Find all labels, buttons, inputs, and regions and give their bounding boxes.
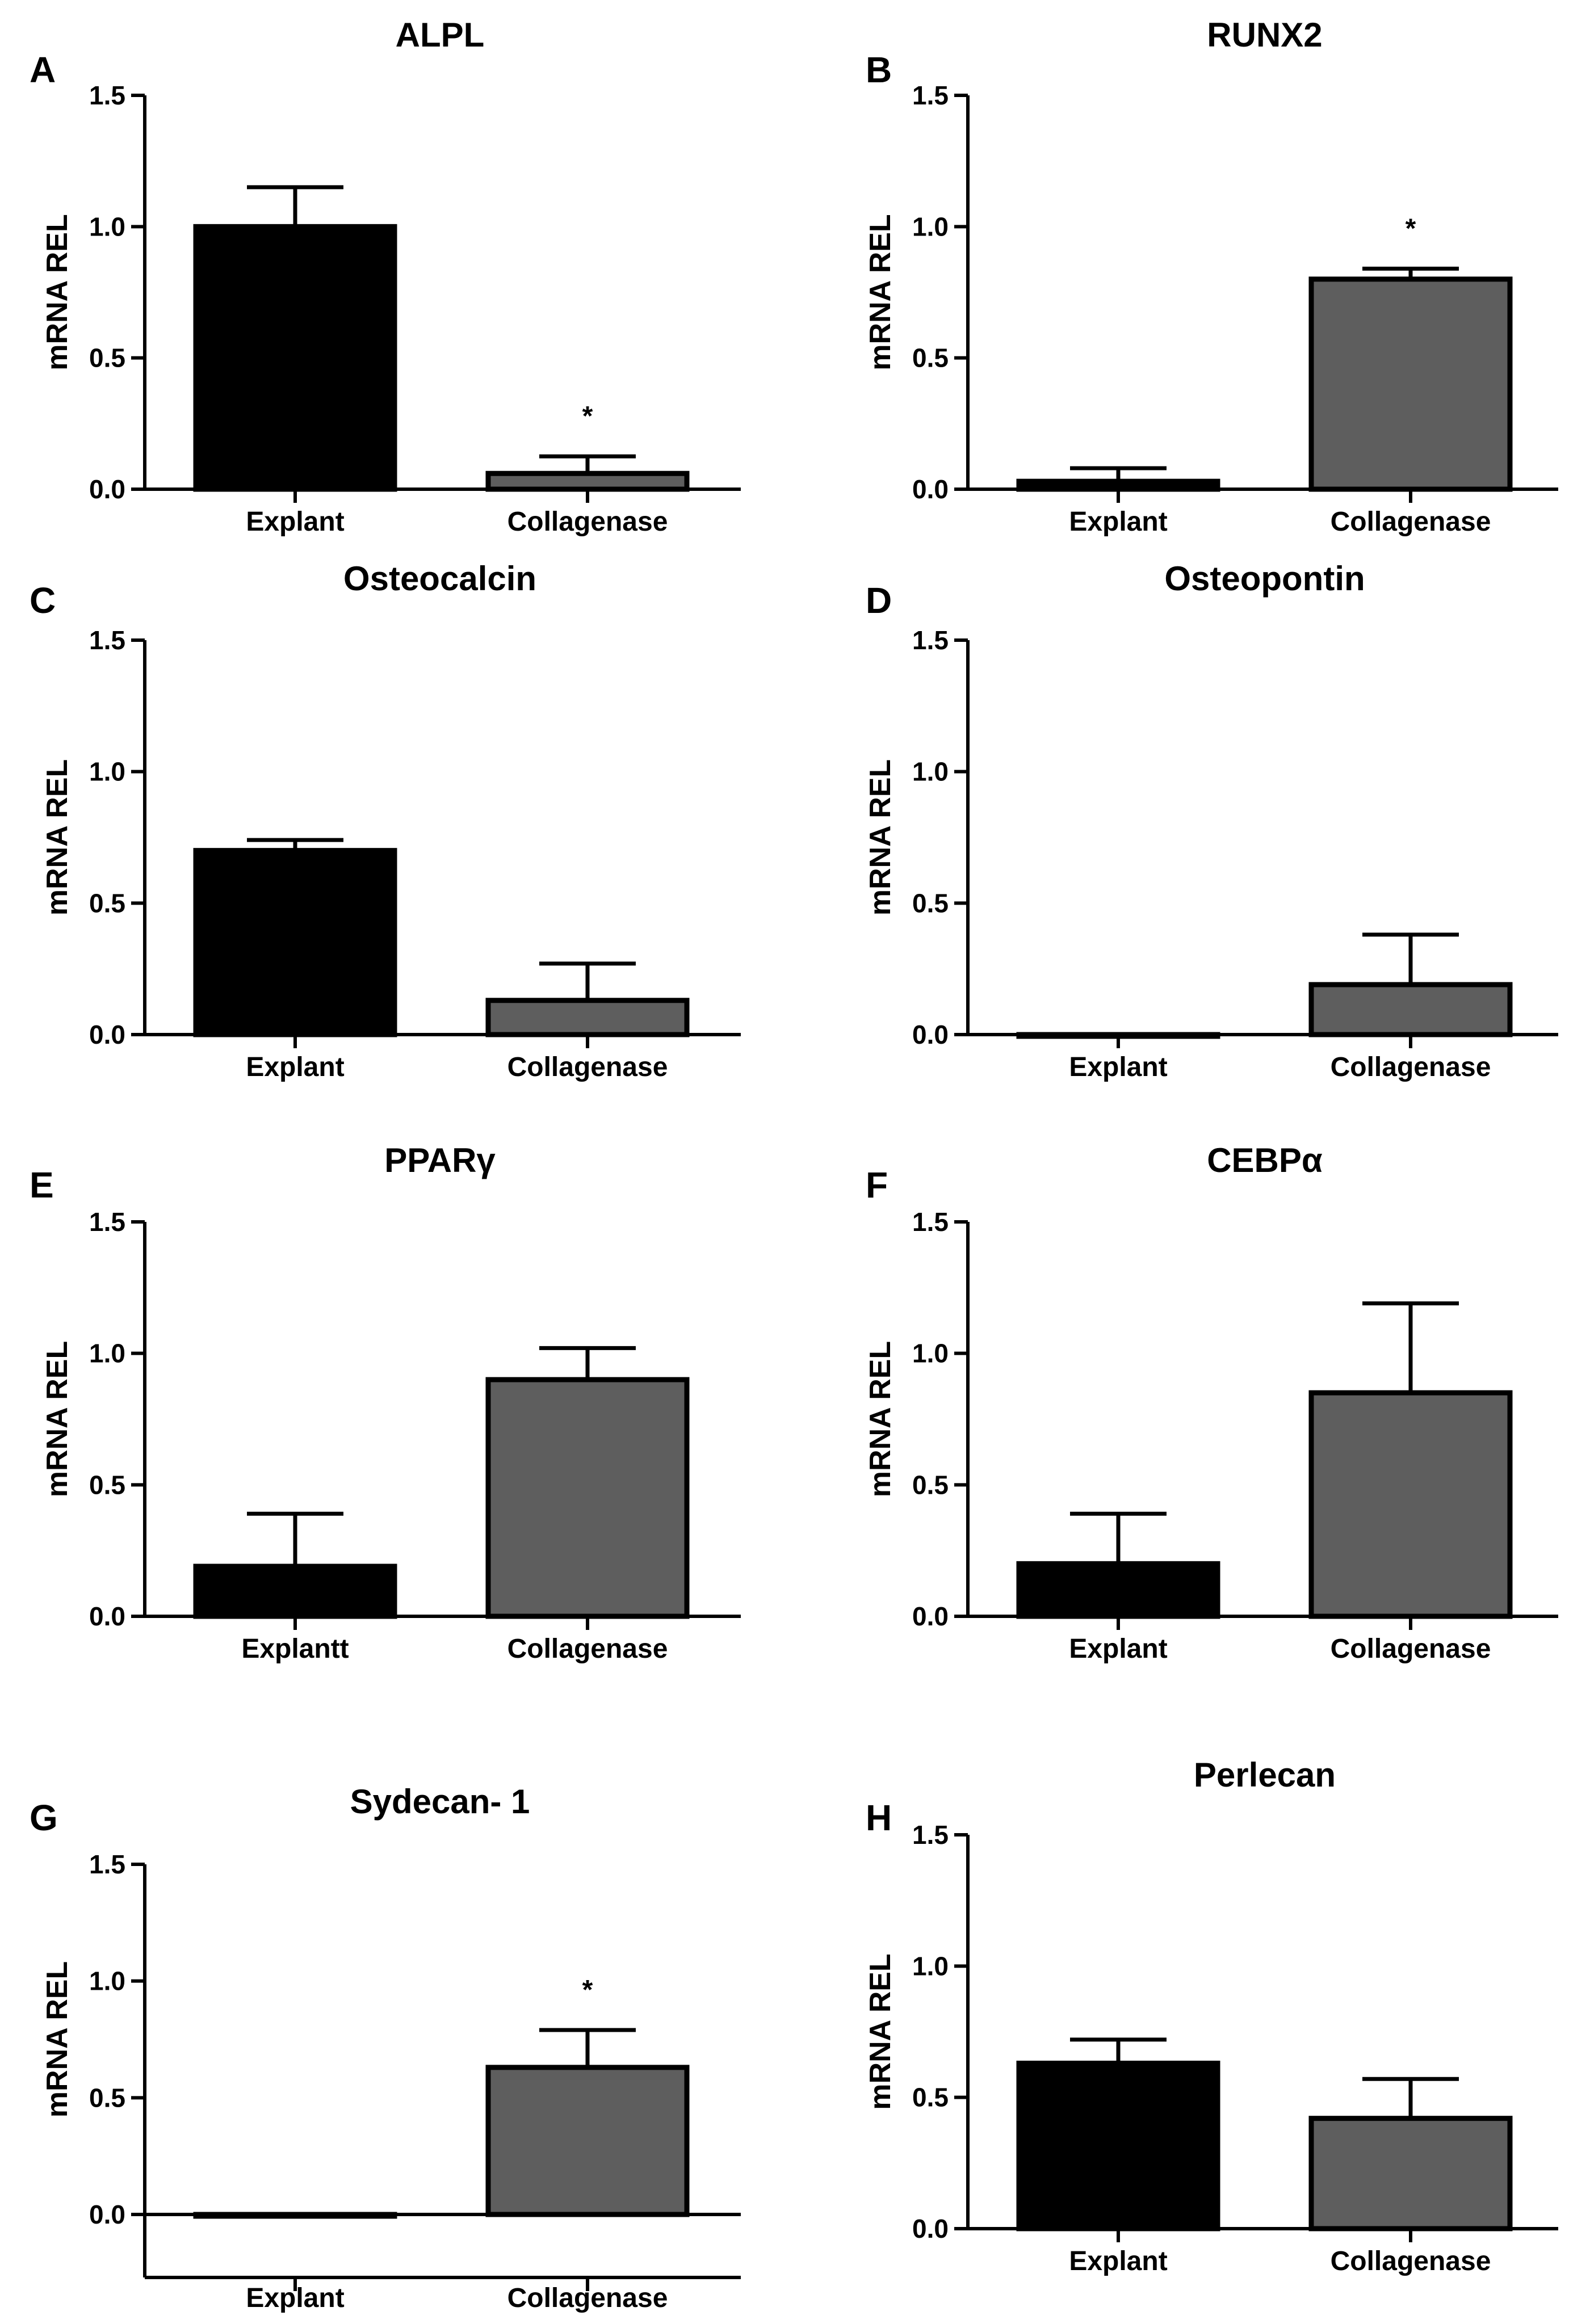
y-tick-label-e-0: 0.0 (89, 1602, 125, 1631)
y-axis-label-h: mRNA REL (864, 1953, 897, 2109)
y-tick-label-a-1: 0.5 (89, 343, 125, 373)
y-tick-label-f-2: 1.0 (912, 1339, 949, 1368)
y-tick-label-e-1: 0.5 (89, 1470, 125, 1499)
y-tick-label-d-1: 0.5 (912, 888, 949, 918)
y-axis-label-f: mRNA REL (864, 1341, 897, 1497)
y-tick-label-h-1: 0.5 (912, 2083, 949, 2112)
y-tick-label-c-0: 0.0 (89, 1020, 125, 1049)
category-label-h-1: Collagenase (1331, 2246, 1491, 2276)
y-axis-label-e: mRNA REL (41, 1341, 74, 1497)
panel-title-e: PPARγ (384, 1141, 496, 1179)
significance-mark-a-1: * (582, 401, 593, 431)
bar-a-explant (193, 224, 397, 492)
panel-letter-c: C (30, 580, 56, 621)
y-tick-label-f-0: 0.0 (912, 1602, 949, 1631)
panel-letter-g: G (30, 1797, 58, 1838)
panel-letter-f: F (866, 1165, 888, 1205)
panel-letter-a: A (30, 49, 56, 90)
panel-letter-e: E (30, 1165, 54, 1205)
bar-d-collagenase (1308, 982, 1513, 1037)
category-label-f-1: Collagenase (1331, 1634, 1491, 1664)
y-tick-label-g-0: 0.0 (89, 2200, 125, 2229)
significance-mark-b-1: * (1406, 213, 1416, 243)
category-label-a-1: Collagenase (507, 507, 668, 537)
y-tick-label-e-3: 1.5 (89, 1207, 125, 1237)
bar-b-collagenase (1308, 276, 1513, 492)
panel-title-h: Perlecan (1194, 1756, 1336, 1794)
y-tick-label-g-3: 1.5 (89, 1850, 125, 1879)
y-tick-label-a-3: 1.5 (89, 81, 125, 110)
panel-letter-h: H (866, 1797, 892, 1838)
category-label-a-0: Explant (246, 507, 344, 537)
y-tick-label-g-2: 1.0 (89, 1966, 125, 1996)
y-axis-label-d: mRNA REL (864, 759, 897, 915)
panel-title-d: Osteopontin (1164, 560, 1365, 598)
y-tick-label-a-2: 1.0 (89, 212, 125, 241)
y-tick-label-f-3: 1.5 (912, 1207, 949, 1237)
y-tick-label-c-1: 0.5 (89, 888, 125, 918)
y-tick-label-b-3: 1.5 (912, 81, 949, 110)
y-axis-label-c: mRNA REL (41, 759, 74, 915)
y-tick-label-d-0: 0.0 (912, 1020, 949, 1049)
y-axis-label-a: mRNA REL (41, 214, 74, 370)
y-tick-label-d-2: 1.0 (912, 757, 949, 787)
category-label-b-1: Collagenase (1331, 507, 1491, 537)
y-tick-label-a-0: 0.0 (89, 474, 125, 504)
panel-letter-d: D (866, 580, 892, 621)
bar-h-collagenase (1308, 2116, 1513, 2231)
category-label-e-1: Collagenase (507, 1634, 668, 1664)
category-label-h-0: Explant (1069, 2246, 1167, 2276)
y-tick-label-c-2: 1.0 (89, 757, 125, 787)
panel-title-g: Sydecan- 1 (350, 1783, 530, 1821)
y-tick-label-c-3: 1.5 (89, 625, 125, 655)
bar-f-explant (1016, 1561, 1220, 1619)
bar-c-collagenase (485, 998, 690, 1037)
y-tick-label-h-3: 1.5 (912, 1820, 949, 1850)
y-tick-label-b-1: 0.5 (912, 343, 949, 373)
category-label-c-1: Collagenase (507, 1052, 668, 1082)
bar-e-collagenase (485, 1377, 690, 1619)
y-tick-label-b-2: 1.0 (912, 212, 949, 241)
category-label-f-0: Explant (1069, 1634, 1167, 1664)
y-tick-label-e-2: 1.0 (89, 1339, 125, 1368)
panel-title-b: RUNX2 (1207, 16, 1322, 54)
bar-g-collagenase (485, 2065, 690, 2217)
panel-title-a: ALPL (396, 16, 485, 54)
significance-mark-g-1: * (582, 1975, 593, 2005)
bar-f-collagenase (1308, 1390, 1513, 1619)
y-tick-label-h-2: 1.0 (912, 1951, 949, 1981)
y-axis-label-g: mRNA REL (41, 1961, 74, 2117)
bar-a-collagenase (485, 470, 690, 492)
panel-title-c: Osteocalcin (343, 560, 536, 598)
bar-h-explant (1016, 2061, 1220, 2231)
category-label-d-1: Collagenase (1331, 1052, 1491, 1082)
y-tick-label-g-1: 0.5 (89, 2083, 125, 2112)
category-label-e-0: Explantt (241, 1634, 349, 1664)
y-axis-label-b: mRNA REL (864, 214, 897, 370)
y-tick-label-h-0: 0.0 (912, 2214, 949, 2243)
panel-title-f: CEBPα (1207, 1141, 1323, 1179)
y-tick-label-b-0: 0.0 (912, 474, 949, 504)
bar-c-explant (193, 848, 397, 1037)
category-label-b-0: Explant (1069, 507, 1167, 537)
category-label-d-0: Explant (1069, 1052, 1167, 1082)
y-tick-label-d-3: 1.5 (912, 625, 949, 655)
y-tick-label-f-1: 0.5 (912, 1470, 949, 1499)
bar-e-explant (193, 1564, 397, 1619)
panel-letter-b: B (866, 49, 892, 90)
category-label-c-0: Explant (246, 1052, 344, 1082)
